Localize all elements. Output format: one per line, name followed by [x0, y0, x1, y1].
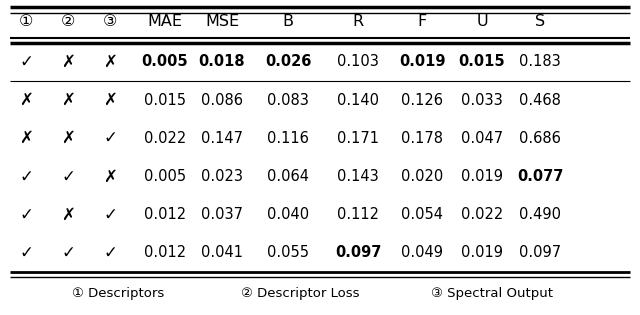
Text: ✓: ✓ [103, 206, 117, 224]
Text: 0.041: 0.041 [201, 245, 243, 261]
Text: ✗: ✗ [61, 91, 75, 109]
Text: ✗: ✗ [19, 91, 33, 109]
Text: MAE: MAE [147, 14, 182, 30]
Text: 0.005: 0.005 [141, 54, 188, 70]
Text: ②: ② [61, 14, 75, 30]
Text: 0.019: 0.019 [399, 54, 445, 70]
Text: B: B [282, 14, 294, 30]
Text: ③ Spectral Output: ③ Spectral Output [431, 287, 553, 300]
Text: 0.012: 0.012 [144, 207, 186, 222]
Text: 0.055: 0.055 [267, 245, 309, 261]
Text: 0.103: 0.103 [337, 54, 379, 70]
Text: 0.140: 0.140 [337, 93, 379, 108]
Text: 0.686: 0.686 [519, 131, 561, 146]
Text: ① Descriptors: ① Descriptors [72, 287, 164, 300]
Text: 0.143: 0.143 [337, 169, 379, 184]
Text: 0.112: 0.112 [337, 207, 379, 222]
Text: 0.019: 0.019 [461, 169, 503, 184]
Text: 0.015: 0.015 [144, 93, 186, 108]
Text: 0.018: 0.018 [198, 54, 245, 70]
Text: 0.015: 0.015 [459, 54, 506, 70]
Text: 0.022: 0.022 [144, 131, 186, 146]
Text: ✓: ✓ [103, 244, 117, 262]
Text: F: F [417, 14, 427, 30]
Text: U: U [476, 14, 488, 30]
Text: 0.022: 0.022 [461, 207, 503, 222]
Text: 0.083: 0.083 [267, 93, 309, 108]
Text: 0.054: 0.054 [401, 207, 443, 222]
Text: S: S [535, 14, 545, 30]
Text: ③: ③ [103, 14, 117, 30]
Text: ✓: ✓ [19, 206, 33, 224]
Text: 0.126: 0.126 [401, 93, 443, 108]
Text: 0.047: 0.047 [461, 131, 503, 146]
Text: ✓: ✓ [19, 53, 33, 71]
Text: 0.086: 0.086 [201, 93, 243, 108]
Text: ✗: ✗ [19, 129, 33, 147]
Text: 0.077: 0.077 [517, 169, 563, 184]
Text: 0.005: 0.005 [144, 169, 186, 184]
Text: 0.183: 0.183 [519, 54, 561, 70]
Text: 0.097: 0.097 [519, 245, 561, 261]
Text: 0.097: 0.097 [335, 245, 381, 261]
Text: ✓: ✓ [19, 244, 33, 262]
Text: 0.019: 0.019 [461, 245, 503, 261]
Text: 0.171: 0.171 [337, 131, 379, 146]
Text: ✓: ✓ [61, 168, 75, 186]
Text: 0.040: 0.040 [267, 207, 309, 222]
Text: ✗: ✗ [61, 129, 75, 147]
Text: 0.037: 0.037 [201, 207, 243, 222]
Text: ✓: ✓ [61, 244, 75, 262]
Text: ✓: ✓ [19, 168, 33, 186]
Text: ✗: ✗ [103, 91, 117, 109]
Text: 0.026: 0.026 [265, 54, 311, 70]
Text: 0.490: 0.490 [519, 207, 561, 222]
Text: 0.023: 0.023 [201, 169, 243, 184]
Text: ✓: ✓ [103, 129, 117, 147]
Text: ①: ① [19, 14, 33, 30]
Text: MSE: MSE [205, 14, 239, 30]
Text: ② Descriptor Loss: ② Descriptor Loss [241, 287, 359, 300]
Text: 0.064: 0.064 [267, 169, 309, 184]
Text: 0.468: 0.468 [519, 93, 561, 108]
Text: 0.049: 0.049 [401, 245, 443, 261]
Text: ✗: ✗ [61, 53, 75, 71]
Text: ✗: ✗ [103, 168, 117, 186]
Text: 0.147: 0.147 [201, 131, 243, 146]
Text: R: R [353, 14, 364, 30]
Text: 0.116: 0.116 [267, 131, 309, 146]
Text: 0.033: 0.033 [461, 93, 503, 108]
Text: ✗: ✗ [103, 53, 117, 71]
Text: 0.012: 0.012 [144, 245, 186, 261]
Text: 0.020: 0.020 [401, 169, 443, 184]
Text: ✗: ✗ [61, 206, 75, 224]
Text: 0.178: 0.178 [401, 131, 443, 146]
